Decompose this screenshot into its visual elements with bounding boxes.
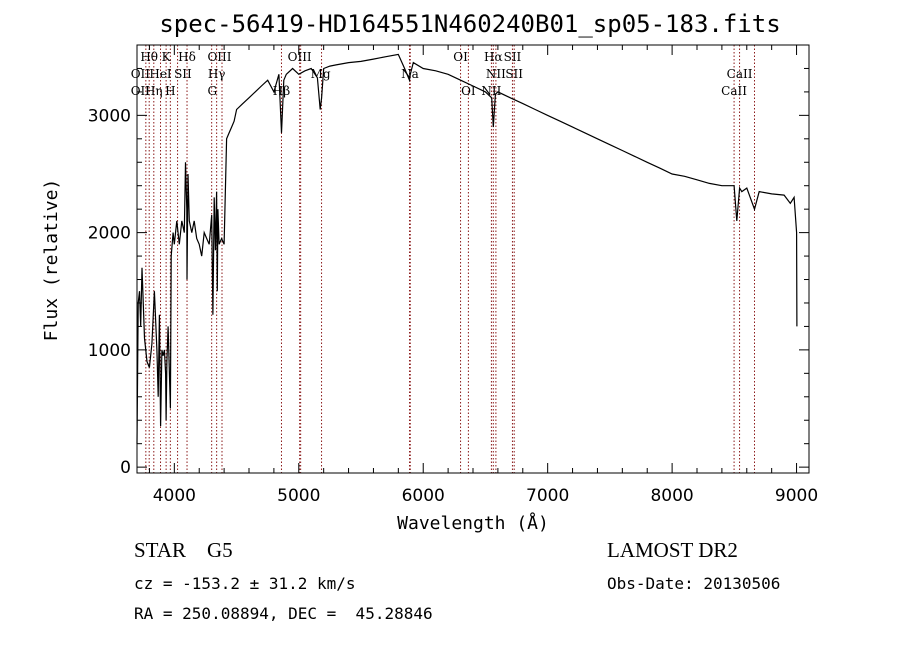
spectral-line-label: OI — [461, 84, 476, 98]
spectral-line-label: OII — [131, 84, 151, 98]
object-class: STAR G5 — [134, 538, 233, 562]
x-tick-label: 9000 — [775, 486, 818, 506]
spectral-line-label: Hα — [484, 50, 503, 64]
ra-dec: RA = 250.08894, DEC = 45.28846 — [134, 604, 433, 623]
spectral-line-label: Mg — [311, 67, 331, 81]
y-tick-label: 2000 — [88, 224, 131, 244]
spectral-line-label: NII — [486, 67, 506, 81]
y-axis-label: Flux (relative) — [41, 179, 62, 342]
x-axis-label: Wavelength (Å) — [397, 512, 549, 534]
x-tick-label: 7000 — [526, 486, 569, 506]
spectral-line-label: SII — [504, 50, 522, 64]
spectral-line-label: CaII — [721, 84, 747, 98]
chart-title: spec-56419-HD164551N460240B01_sp05-183.f… — [159, 10, 780, 38]
spectral-line-label: OIII — [207, 50, 231, 64]
y-axis-ticks: 0 1000 2000 3000 — [88, 67, 809, 478]
spectral-line-label: Hβ — [273, 84, 290, 98]
spectral-line-label: SII — [505, 67, 523, 81]
spectral-line-label: Hθ — [140, 50, 158, 64]
x-tick-label: 4000 — [153, 486, 196, 506]
spectral-line-label: Hη — [145, 84, 163, 98]
spectral-line-label: OI — [453, 50, 468, 64]
spectral-line-label: K — [162, 50, 172, 64]
spectral-line-label: NII — [481, 84, 501, 98]
y-tick-label: 1000 — [88, 341, 131, 361]
spectral-line-label: HeI — [149, 67, 172, 81]
plot-frame — [136, 44, 810, 474]
spectrum-series-line — [136, 53, 798, 444]
spectral-line-label: H — [165, 84, 175, 98]
spectral-line-label: Hδ — [178, 50, 196, 64]
spectral-line-label: CaII — [727, 67, 753, 81]
y-tick-label: 0 — [120, 458, 131, 478]
spectral-line-label: SII — [174, 67, 192, 81]
survey-name: LAMOST DR2 — [607, 538, 738, 562]
observation-date: Obs-Date: 20130506 — [607, 574, 781, 593]
x-axis-ticks: 4000 5000 6000 7000 8000 9000 — [148, 45, 818, 506]
x-tick-label: 6000 — [402, 486, 445, 506]
x-tick-label: 8000 — [650, 486, 693, 506]
redshift-cz: cz = -153.2 ± 31.2 km/s — [134, 574, 356, 593]
spectral-line-label: OIII — [288, 50, 312, 64]
x-tick-label: 5000 — [277, 486, 320, 506]
spectral-line-label: OII — [131, 67, 151, 81]
y-tick-label: 3000 — [88, 106, 131, 126]
spectral-line-label: Hγ — [208, 67, 226, 81]
spectral-line-label: G — [207, 84, 217, 98]
